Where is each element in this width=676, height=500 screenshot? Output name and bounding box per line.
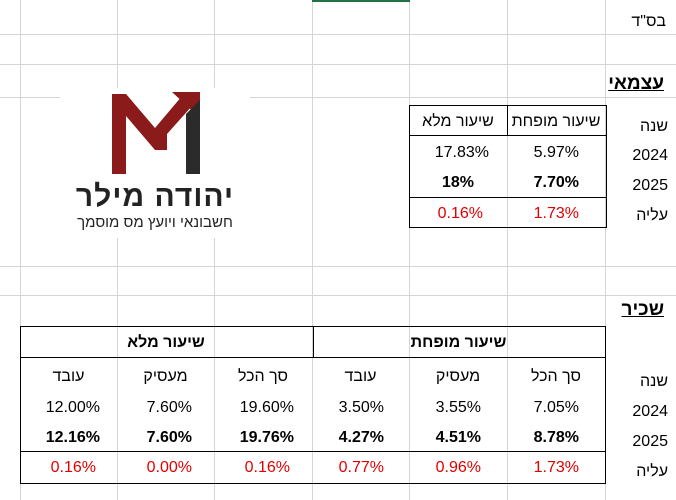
reduced-worker-2024: 3.50%	[338, 399, 384, 416]
grid-line	[117, 0, 118, 500]
m-arrow-icon	[112, 92, 200, 174]
header-reduced-rate: שיעור מופחת	[511, 113, 601, 130]
divider	[410, 197, 606, 198]
logo: יהודה מילר חשבונאי ויועץ מס מוסמך	[60, 88, 250, 238]
reduced-2024-value: 5.97%	[533, 144, 579, 161]
reduced-employer-2025: 4.51%	[435, 429, 481, 446]
grid-line	[0, 97, 676, 98]
divider	[21, 451, 605, 452]
grid-line	[0, 295, 676, 296]
self-employed-title: עצמאי	[608, 73, 664, 94]
divider	[410, 135, 606, 136]
full-employer-2024: 7.60%	[146, 399, 192, 416]
full-2025-value: 18%	[441, 174, 475, 191]
reduced-employer-header: מעסיק	[435, 368, 481, 385]
full-employer-2025: 7.60%	[146, 429, 192, 446]
full-worker-header: עובד	[52, 368, 85, 385]
employee-row-label-increase: עליה	[636, 463, 668, 480]
full-total-2024: 19.60%	[239, 399, 294, 416]
row-label-year: שנה	[639, 118, 668, 135]
logo-name: יהודה מילר	[75, 180, 235, 213]
grid-line	[214, 0, 215, 500]
bsd-label: בס"ד	[631, 13, 666, 30]
full-worker-increase: 0.16%	[50, 459, 96, 476]
full-increase-value: 0.16%	[437, 205, 483, 222]
grid-line	[0, 34, 676, 35]
full-total-increase: 0.16%	[244, 459, 290, 476]
selected-cell-indicator	[312, 0, 410, 2]
reduced-2025-value: 7.70%	[533, 174, 579, 191]
divider	[21, 357, 605, 358]
reduced-worker-2025: 4.27%	[338, 429, 384, 446]
grid-line	[0, 266, 676, 267]
employee-header-full: שיעור מלא	[127, 334, 205, 351]
grid-line	[0, 64, 676, 65]
reduced-total-2025: 8.78%	[533, 429, 579, 446]
reduced-increase-value: 1.73%	[533, 205, 579, 222]
row-label-increase: עליה	[636, 207, 668, 224]
reduced-total-increase: 1.73%	[533, 459, 579, 476]
reduced-worker-header: עובד	[344, 368, 377, 385]
employee-row-label-2024: 2024	[632, 403, 668, 420]
self-employed-table	[409, 105, 607, 228]
employee-row-label-year: שנה	[639, 373, 668, 390]
header-full-rate: שיעור מלא	[422, 113, 494, 130]
row-label-2025: 2025	[632, 177, 668, 194]
full-employer-header: מעסיק	[143, 368, 188, 385]
divider	[507, 106, 508, 135]
employee-table	[20, 326, 606, 484]
full-worker-2024: 12.00%	[45, 399, 100, 416]
reduced-total-header: סך הכל	[530, 368, 582, 385]
reduced-total-2024: 7.05%	[533, 399, 579, 416]
full-2024-value: 17.83%	[434, 144, 489, 161]
grid-line	[605, 0, 606, 500]
full-worker-2025: 12.16%	[45, 429, 100, 446]
grid-line	[312, 0, 313, 500]
full-total-2025: 19.76%	[239, 429, 294, 446]
employee-row-label-2025: 2025	[632, 433, 668, 450]
grid-line	[409, 0, 410, 500]
grid-line	[20, 0, 21, 500]
reduced-employer-increase: 0.96%	[435, 459, 481, 476]
full-employer-increase: 0.00%	[146, 459, 192, 476]
full-total-header: סך הכל	[237, 368, 289, 385]
employee-title: שכיר	[621, 299, 665, 320]
grid-line	[507, 0, 508, 500]
employee-header-reduced: שיעור מופחת	[410, 334, 507, 351]
reduced-worker-increase: 0.77%	[338, 459, 384, 476]
reduced-employer-2024: 3.55%	[435, 399, 481, 416]
logo-subtitle: חשבונאי ויועץ מס מוסמך	[77, 214, 233, 231]
divider	[313, 327, 314, 357]
row-label-2024: 2024	[632, 147, 668, 164]
